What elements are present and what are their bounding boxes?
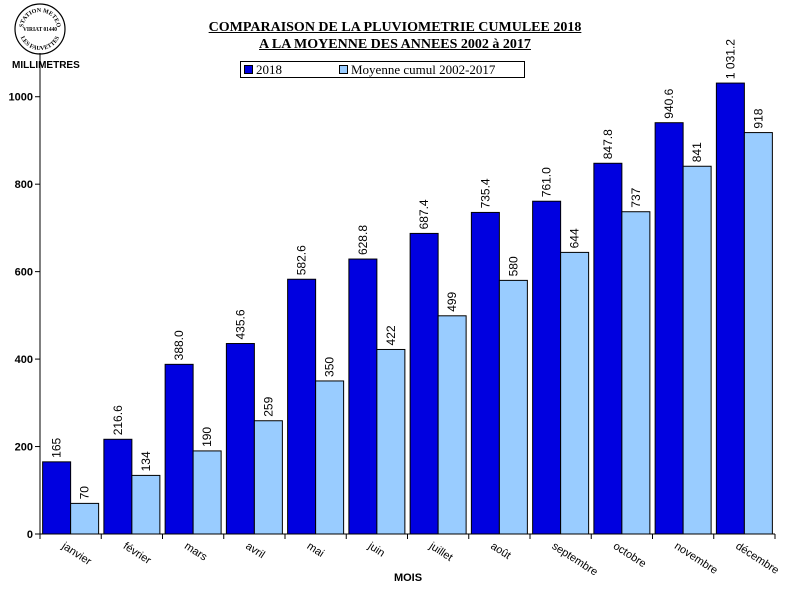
bar-moyenne bbox=[682, 165, 712, 535]
data-label-moyenne: 259 bbox=[261, 396, 275, 416]
bar-2018 bbox=[715, 82, 745, 535]
data-label-moyenne: 422 bbox=[384, 325, 398, 345]
x-category-label: juillet bbox=[426, 540, 454, 564]
bar-moyenne bbox=[70, 502, 100, 535]
x-category-label: janvier bbox=[59, 540, 94, 568]
plot-area: 0 200 400 600 800 1000 165 70 216.6 134 388.0 190 43… bbox=[9, 39, 781, 579]
legend-item-2018: 2018 bbox=[241, 62, 336, 77]
data-label-moyenne: 841 bbox=[690, 142, 704, 162]
x-category-label: novembre bbox=[672, 540, 720, 577]
data-label-moyenne: 918 bbox=[751, 108, 765, 128]
data-label-2018: 1 031.2 bbox=[723, 39, 737, 79]
y-tick-label: 800 bbox=[15, 179, 33, 191]
bar-2018 bbox=[287, 278, 317, 535]
bar-2018 bbox=[164, 363, 194, 535]
x-category-label: octobre bbox=[611, 540, 648, 570]
data-label-moyenne: 70 bbox=[78, 486, 92, 500]
data-label-moyenne: 499 bbox=[445, 291, 459, 311]
legend-label-2018: 2018 bbox=[256, 62, 282, 77]
chart-subtitle: A LA MOYENNE DES ANNEES 2002 à 2017 bbox=[259, 37, 531, 52]
x-category-label: avril bbox=[243, 540, 266, 561]
bar-moyenne bbox=[560, 251, 590, 535]
data-label-2018: 582.6 bbox=[295, 245, 309, 275]
data-label-2018: 735.4 bbox=[478, 178, 492, 208]
y-axis-title: MILLIMETRES bbox=[12, 60, 80, 71]
x-category-label: août bbox=[488, 540, 513, 562]
data-label-2018: 435.6 bbox=[233, 309, 247, 339]
x-category-label: décembre bbox=[733, 540, 781, 577]
bar-2018 bbox=[470, 211, 500, 535]
bar-moyenne bbox=[192, 450, 222, 535]
legend-swatch-2018 bbox=[244, 65, 253, 74]
legend-item-moyenne: Moyenne cumul 2002-2017 bbox=[336, 62, 495, 77]
legend-label-moyenne: Moyenne cumul 2002-2017 bbox=[351, 62, 496, 77]
bar-2018 bbox=[654, 122, 684, 535]
bar-moyenne bbox=[315, 380, 345, 535]
x-category-label: mai bbox=[305, 540, 326, 560]
bar-2018 bbox=[103, 438, 133, 535]
x-category-label: février bbox=[121, 540, 153, 567]
data-label-2018: 628.8 bbox=[356, 225, 370, 255]
bar-moyenne bbox=[131, 474, 161, 535]
bar-2018 bbox=[42, 461, 72, 535]
bar-2018 bbox=[348, 258, 378, 535]
data-label-moyenne: 644 bbox=[568, 228, 582, 248]
x-category-label: juin bbox=[365, 540, 387, 560]
y-tick-label: 200 bbox=[15, 442, 33, 454]
chart-title: COMPARAISON DE LA PLUVIOMETRIE CUMULEE 2… bbox=[208, 20, 582, 35]
y-tick-label: 0 bbox=[27, 529, 33, 541]
data-label-2018: 388.0 bbox=[172, 330, 186, 360]
data-label-2018: 761.0 bbox=[540, 167, 554, 197]
bar-moyenne bbox=[498, 279, 528, 535]
data-label-2018: 216.6 bbox=[111, 405, 125, 435]
bar-moyenne bbox=[376, 348, 406, 535]
bar-2018 bbox=[225, 343, 255, 535]
data-label-moyenne: 190 bbox=[200, 427, 214, 447]
y-tick-label: 600 bbox=[15, 267, 33, 279]
x-axis-title: MOIS bbox=[393, 572, 423, 584]
data-label-2018: 687.4 bbox=[417, 199, 431, 229]
y-tick-label: 1000 bbox=[9, 92, 33, 104]
data-label-moyenne: 134 bbox=[139, 451, 153, 471]
bar-moyenne bbox=[621, 211, 651, 535]
data-label-moyenne: 580 bbox=[506, 256, 520, 276]
legend: 2018 Moyenne cumul 2002-2017 bbox=[240, 61, 525, 78]
data-label-moyenne: 350 bbox=[323, 357, 337, 377]
bar-2018 bbox=[532, 200, 562, 535]
data-label-moyenne: 737 bbox=[629, 187, 643, 207]
bar-moyenne bbox=[253, 420, 283, 535]
data-label-2018: 940.6 bbox=[662, 88, 676, 118]
legend-swatch-moyenne bbox=[339, 65, 348, 74]
data-label-2018: 165 bbox=[50, 438, 64, 458]
stamp-middle-label: VIRIAT 01440 bbox=[23, 27, 57, 33]
x-category-label: septembre bbox=[550, 540, 600, 578]
bar-moyenne bbox=[437, 315, 467, 535]
bar-moyenne bbox=[743, 132, 773, 535]
y-tick-label: 400 bbox=[15, 354, 33, 366]
x-category-label: mars bbox=[182, 540, 209, 564]
bar-2018 bbox=[409, 232, 439, 535]
data-label-2018: 847.8 bbox=[601, 129, 615, 159]
bar-2018 bbox=[593, 162, 623, 535]
